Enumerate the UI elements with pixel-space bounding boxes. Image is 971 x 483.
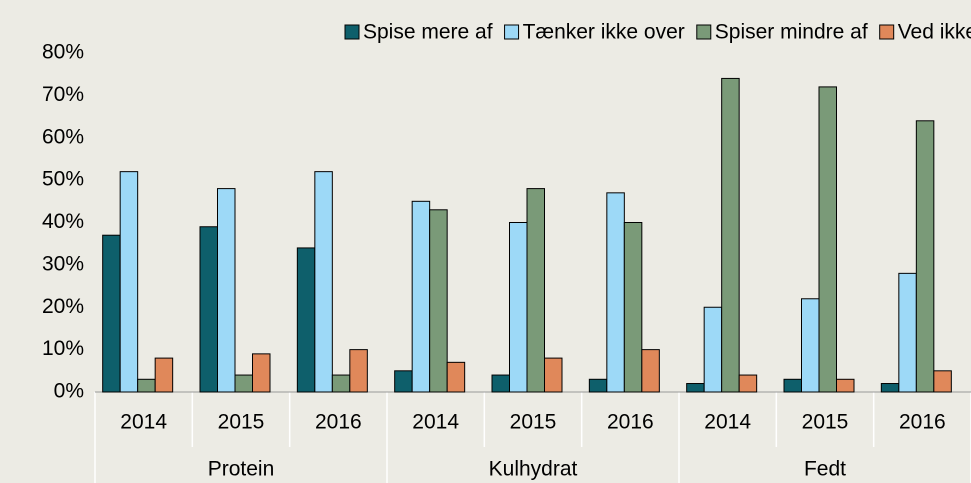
- bar: [836, 378, 855, 393]
- bar: [314, 171, 333, 393]
- bar: [102, 234, 121, 393]
- bar: [898, 272, 917, 393]
- bar: [331, 374, 351, 393]
- legend-label: Spiser mindre af: [715, 21, 868, 44]
- bar: [641, 349, 660, 393]
- bar: [606, 192, 625, 393]
- bar: [544, 357, 563, 393]
- bar: [915, 120, 935, 393]
- group-label: Protein: [208, 458, 275, 481]
- legend-label: Spise mere af: [363, 21, 493, 44]
- bar: [738, 374, 758, 393]
- bar: [394, 370, 413, 393]
- bar: [154, 357, 174, 393]
- bar: [217, 188, 236, 393]
- bar: [199, 226, 218, 393]
- bar: [446, 361, 466, 393]
- bar: [526, 188, 545, 393]
- group-label: Kulhydrat: [489, 458, 578, 481]
- x-tick-label: 2016: [899, 411, 946, 434]
- bar: [119, 171, 139, 393]
- legend-swatch: [696, 24, 712, 40]
- x-tick-label: 2015: [802, 411, 849, 434]
- y-tick-label: 0%: [54, 380, 84, 403]
- x-tick-label: 2014: [120, 411, 167, 434]
- legend-label: Ved ikke: [898, 21, 971, 44]
- y-tick-label: 30%: [42, 252, 84, 275]
- legend-swatch: [504, 24, 520, 40]
- bar: [252, 353, 271, 393]
- x-tick-label: 2015: [510, 411, 557, 434]
- bar: [137, 378, 156, 393]
- x-tick-label: 2016: [607, 411, 654, 434]
- bar: [801, 298, 820, 393]
- bar: [686, 383, 705, 393]
- bar: [623, 222, 643, 393]
- legend-swatch: [344, 24, 360, 40]
- bar: [721, 77, 740, 393]
- legend-swatch: [879, 24, 895, 40]
- bar: [880, 383, 900, 393]
- bar: [703, 306, 723, 393]
- x-tick-label: 2015: [218, 411, 265, 434]
- y-tick-label: 40%: [42, 210, 84, 233]
- legend-label: Tænker ikke over: [523, 21, 685, 44]
- y-tick-label: 70%: [42, 83, 84, 106]
- x-tick-label: 2016: [315, 411, 362, 434]
- y-tick-label: 60%: [42, 125, 84, 148]
- y-tick-label: 50%: [42, 168, 84, 191]
- bar: [818, 86, 837, 393]
- bar: [411, 200, 431, 393]
- y-tick-label: 20%: [42, 295, 84, 318]
- group-label: Fedt: [804, 458, 846, 481]
- bar: [429, 209, 448, 393]
- bar: [933, 370, 952, 393]
- y-tick-label: 80%: [42, 41, 84, 64]
- bar: [491, 374, 510, 393]
- bar: [509, 222, 528, 393]
- x-tick-label: 2014: [412, 411, 459, 434]
- bar: [783, 378, 802, 393]
- bar: [234, 374, 253, 393]
- bar: [296, 247, 316, 393]
- x-tick-label: 2014: [704, 411, 751, 434]
- bar: [349, 349, 368, 393]
- bar: [588, 378, 608, 393]
- y-tick-label: 10%: [42, 337, 84, 360]
